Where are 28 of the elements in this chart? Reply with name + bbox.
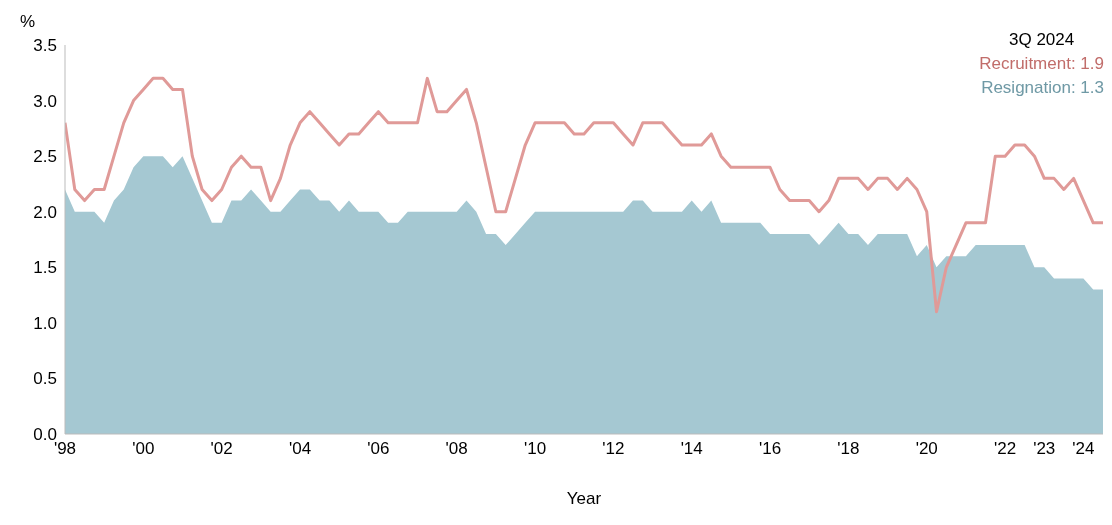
x-tick-label: '20: [915, 439, 938, 459]
y-tick-label: 1.5: [33, 258, 57, 278]
x-tick-label: '00: [132, 439, 155, 459]
line-series: [65, 76, 1103, 314]
x-tick-label: '12: [602, 439, 625, 459]
x-tick-label: '06: [367, 439, 390, 459]
x-tick-label: '16: [758, 439, 782, 459]
legend-title: 3Q 2024: [1008, 29, 1076, 51]
text: Resignation: 1.3: [980, 77, 1104, 99]
y-tick-label: 2.0: [33, 202, 57, 222]
y-axis-title: %: [20, 12, 36, 32]
x-tick-label: '24: [1072, 439, 1095, 459]
x-tick-label: '98: [53, 439, 77, 459]
x-tick-label: '04: [288, 439, 312, 459]
y-tick-label: 3.5: [33, 36, 57, 56]
y-tick-label: 2.5: [33, 147, 57, 167]
x-tick-label: '23: [1033, 439, 1056, 459]
y-tick-label: 0.5: [33, 369, 57, 389]
x-tick-label: '02: [210, 439, 233, 459]
x-tick-label: '22: [994, 439, 1017, 459]
y-tick-label: 3.0: [33, 91, 57, 111]
x-axis-title: Year: [566, 489, 602, 508]
x-tick-label: '08: [445, 439, 468, 459]
y-tick-label: 1.0: [33, 313, 57, 333]
text: Recruitment: 1.9: [979, 53, 1104, 75]
x-tick-label: '14: [680, 439, 703, 459]
x-tick-label: '10: [523, 439, 547, 459]
x-tick-label: '18: [837, 439, 860, 459]
